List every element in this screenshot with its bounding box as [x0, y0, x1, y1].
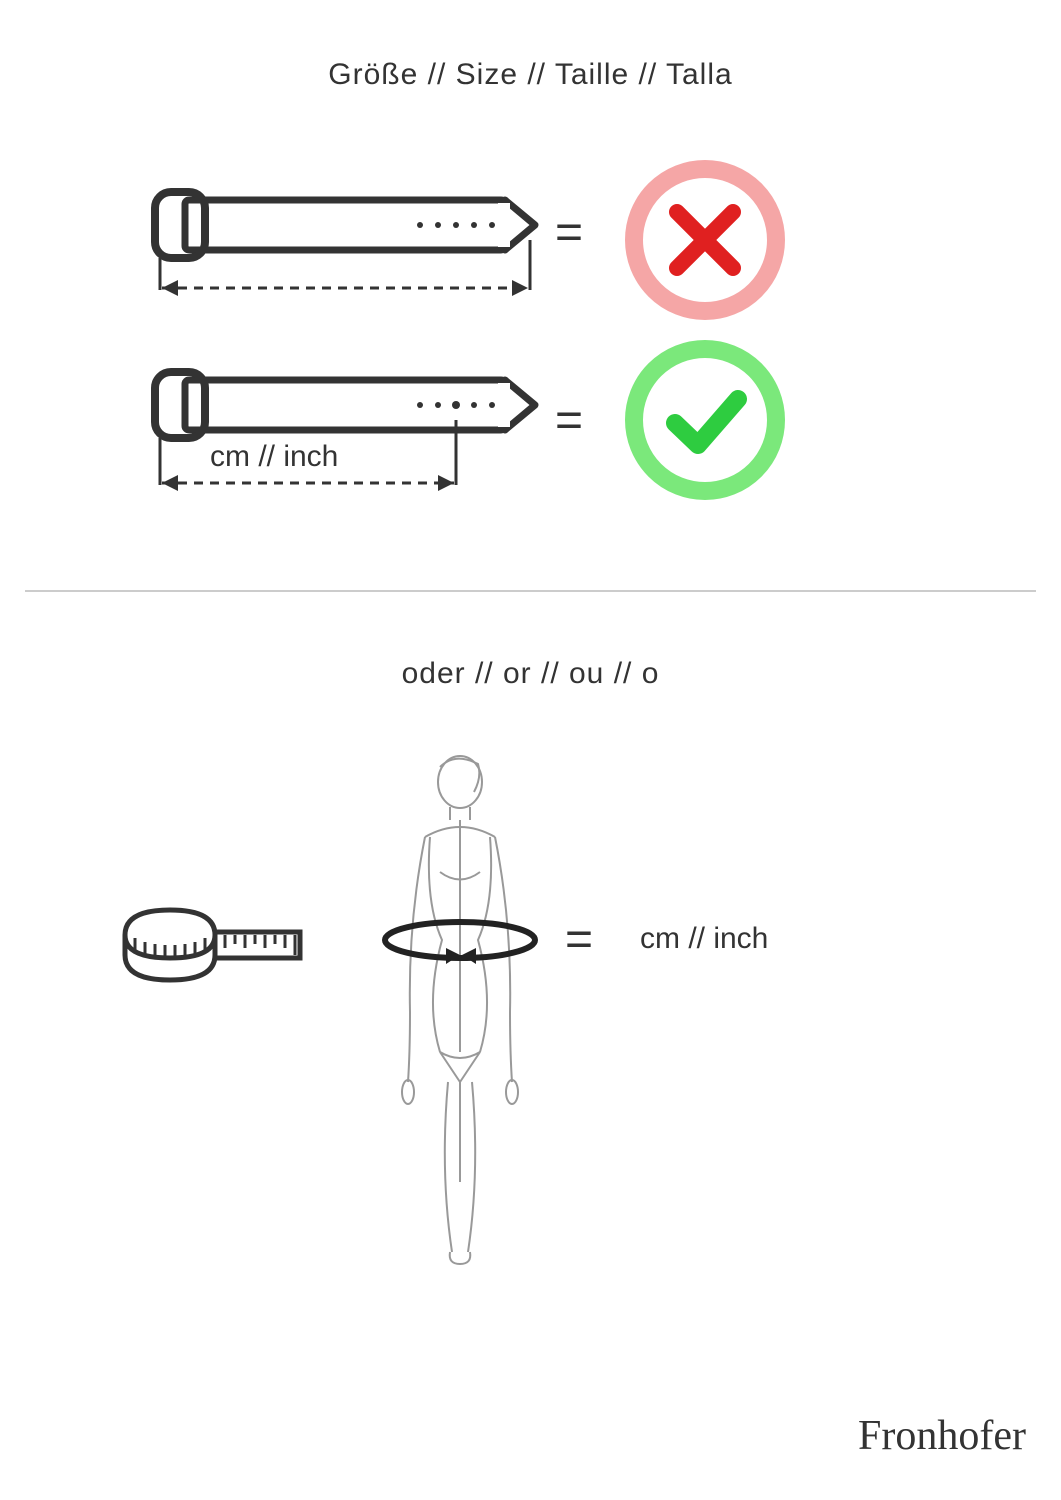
wrong-badge — [625, 160, 785, 320]
section-divider — [25, 590, 1036, 592]
cross-icon — [665, 200, 745, 280]
check-icon — [660, 375, 750, 465]
belt-wrong-diagram — [140, 180, 540, 310]
equals-right: = — [555, 393, 583, 448]
equals-wrong: = — [555, 205, 583, 260]
tape-measure-icon — [115, 900, 305, 990]
body-unit-label: cm // inch — [640, 922, 768, 956]
body-figure-icon — [370, 752, 550, 1272]
belt-right-diagram — [140, 360, 540, 500]
section2-heading: oder // or // ou // o — [0, 657, 1061, 691]
brand-logo: Fronhofer — [858, 1412, 1026, 1460]
belt-unit-label: cm // inch — [210, 440, 338, 474]
equals-body: = — [565, 912, 593, 967]
right-badge — [625, 340, 785, 500]
page-title: Größe // Size // Taille // Talla — [0, 58, 1061, 92]
